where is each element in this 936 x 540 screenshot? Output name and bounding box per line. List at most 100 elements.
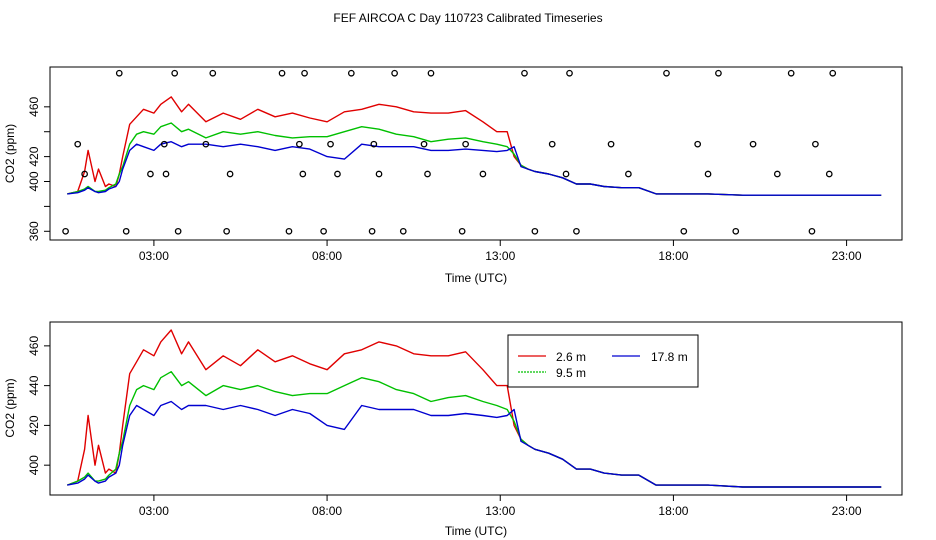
top-x-tick-label: 03:00 bbox=[139, 249, 169, 263]
top-scatter-point bbox=[278, 69, 286, 77]
top-scatter-point bbox=[301, 69, 308, 77]
top-scatter-point bbox=[115, 69, 123, 77]
top-scatter-point bbox=[479, 170, 487, 178]
top-scatter-point bbox=[562, 170, 570, 178]
top-scatter-point bbox=[368, 227, 376, 235]
top-x-axis-label: Time (UTC) bbox=[445, 271, 507, 285]
top-scatter-point bbox=[749, 140, 757, 148]
top-x-tick-label: 18:00 bbox=[658, 249, 688, 263]
top-scatter-point bbox=[171, 69, 179, 77]
bottom-y-ticks: 400 420 440 460 bbox=[27, 336, 50, 475]
top-series-9-5-m-line bbox=[67, 122, 882, 196]
top-scatter-point bbox=[829, 69, 837, 77]
top-y-tick-label: 400 bbox=[27, 171, 41, 191]
bottom-plot-frame bbox=[49, 321, 903, 496]
top-scatter-point bbox=[320, 227, 327, 235]
top-scatter-point bbox=[680, 227, 688, 235]
bottom-series-17-8-m-line bbox=[67, 400, 882, 488]
top-scatter-point bbox=[285, 227, 293, 235]
top-scatter-point bbox=[694, 140, 702, 148]
top-panel: Time (UTC) CO2 (ppm) 03:00 08:00 13:00 18:0… bbox=[3, 66, 903, 285]
top-scatter-point bbox=[715, 69, 722, 77]
top-scatter-point bbox=[391, 69, 398, 77]
top-scatter-point bbox=[531, 227, 539, 235]
top-y-tick-label: 360 bbox=[27, 221, 41, 241]
top-scatter-point bbox=[347, 69, 355, 77]
bottom-x-ticks: 03:00 08:00 13:00 18:00 23:00 bbox=[139, 495, 862, 518]
top-scatter-point bbox=[424, 170, 431, 178]
top-scatter-point bbox=[209, 69, 217, 77]
top-scatter-point bbox=[458, 227, 466, 235]
top-y-axis-label: CO2 (ppm) bbox=[3, 124, 17, 183]
top-y-ticks: 360 400 420 460 bbox=[27, 96, 50, 241]
top-scatter-point bbox=[375, 170, 383, 178]
bottom-series-2-6-m-line bbox=[67, 329, 882, 488]
top-scatter-point bbox=[663, 69, 670, 77]
top-scatter-point bbox=[607, 140, 615, 148]
top-scatter-point bbox=[521, 69, 528, 77]
bottom-y-tick-label: 420 bbox=[27, 415, 41, 435]
top-x-tick-label: 23:00 bbox=[832, 249, 862, 263]
top-scatter-point bbox=[334, 170, 341, 178]
top-scatter-point bbox=[399, 227, 407, 235]
top-scatter-point bbox=[174, 227, 182, 235]
top-scatter-point bbox=[427, 69, 435, 77]
top-plot-frame bbox=[49, 66, 903, 241]
top-scatter-point bbox=[147, 170, 154, 178]
top-scatter-point bbox=[812, 140, 819, 148]
legend-label-2-6m: 2.6 m bbox=[556, 350, 586, 364]
top-series-lines bbox=[67, 96, 882, 196]
top-scatter-point bbox=[370, 140, 378, 148]
top-scatter-point bbox=[299, 170, 307, 178]
bottom-y-tick-label: 440 bbox=[27, 375, 41, 395]
legend: 2.6 m 17.8 m 9.5 m bbox=[507, 334, 699, 388]
top-series-17-8-m-line bbox=[67, 140, 882, 196]
bottom-panel: Time (UTC) CO2 (ppm) 03:00 08:00 13:00 18:0… bbox=[3, 321, 903, 538]
top-scatter-point bbox=[327, 140, 334, 148]
legend-box bbox=[507, 334, 699, 388]
bottom-y-axis-label: CO2 (ppm) bbox=[3, 378, 17, 437]
top-scatter-point bbox=[296, 140, 303, 148]
top-scatter-point bbox=[548, 140, 556, 148]
top-x-ticks: 03:00 08:00 13:00 18:00 23:00 bbox=[139, 240, 862, 263]
bottom-x-tick-label: 23:00 bbox=[832, 504, 862, 518]
top-scatter-point bbox=[462, 140, 469, 148]
bottom-x-tick-label: 03:00 bbox=[139, 504, 169, 518]
bottom-x-tick-label: 13:00 bbox=[485, 504, 515, 518]
top-scatter-point bbox=[420, 140, 428, 148]
top-scatter-point bbox=[202, 140, 210, 148]
bottom-x-axis-label: Time (UTC) bbox=[445, 524, 507, 538]
bottom-series-9-5-m-line bbox=[67, 371, 882, 488]
top-scatter-point bbox=[773, 170, 781, 178]
top-scatter-point bbox=[223, 227, 230, 235]
top-scatter-point bbox=[62, 227, 69, 235]
top-scatter-point bbox=[81, 170, 88, 178]
bottom-y-tick-label: 460 bbox=[27, 336, 41, 356]
top-x-tick-label: 13:00 bbox=[485, 249, 515, 263]
top-y-tick-label: 460 bbox=[27, 96, 41, 116]
top-scatter-point bbox=[808, 227, 816, 235]
top-scatter-point bbox=[625, 170, 632, 178]
top-scatter-point bbox=[573, 227, 580, 235]
top-scatter-point bbox=[122, 227, 130, 235]
top-scatter-point bbox=[74, 140, 82, 148]
top-scatter-point bbox=[825, 170, 833, 178]
top-y-tick-label: 420 bbox=[27, 146, 41, 166]
bottom-series-lines bbox=[67, 329, 882, 488]
top-scatter-point bbox=[226, 170, 234, 178]
top-scatter-point bbox=[566, 69, 573, 77]
top-x-tick-label: 08:00 bbox=[312, 249, 342, 263]
legend-label-9-5m: 9.5 m bbox=[556, 366, 586, 380]
figure-title: FEF AIRCOA C Day 110723 Calibrated Times… bbox=[333, 11, 602, 25]
top-series-2-6-m-line bbox=[67, 96, 882, 196]
top-scatter-point bbox=[704, 170, 712, 178]
bottom-y-tick-label: 400 bbox=[27, 455, 41, 475]
top-scatter-points bbox=[62, 69, 837, 235]
bottom-x-tick-label: 18:00 bbox=[658, 504, 688, 518]
bottom-x-tick-label: 08:00 bbox=[312, 504, 342, 518]
top-scatter-point bbox=[732, 227, 740, 235]
top-scatter-point bbox=[787, 69, 795, 77]
legend-label-17-8m: 17.8 m bbox=[651, 350, 688, 364]
top-scatter-point bbox=[162, 170, 170, 178]
